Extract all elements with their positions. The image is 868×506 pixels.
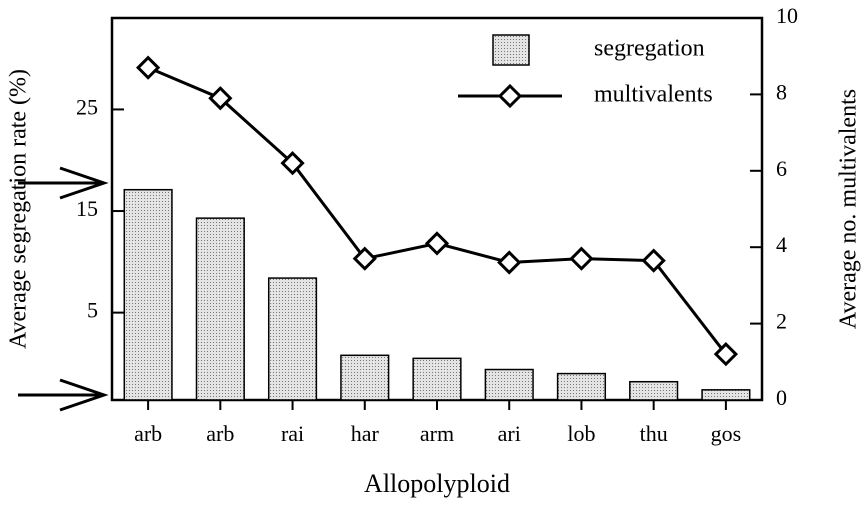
bar [484,368,534,401]
marker [497,250,522,275]
bar [556,372,607,401]
x-axis-label: Allopolyploid [364,469,510,498]
marker [569,246,594,271]
y-tick-label: 25 [76,94,98,119]
x-tick-label: arb [134,421,162,446]
marker [352,246,377,271]
legend-marker [497,83,523,109]
marker [280,151,305,176]
y2-tick-label: 8 [776,79,787,104]
y-axis-label: Average segregation rate (%) [6,69,32,349]
x-tick-label: gos [711,421,742,446]
marker [424,231,450,256]
y2-tick-label: 4 [776,232,787,257]
x-tick-label: har [351,421,380,446]
arrows [18,166,109,412]
y2-tick-label: 10 [776,3,798,28]
bar [123,188,173,401]
marker [208,86,233,111]
marker [641,248,666,273]
y-tick-label: 15 [76,196,98,221]
x-tick-label: arm [420,421,454,446]
legend-label: segregation [594,36,705,62]
x-tick-label: lob [567,421,595,446]
x-tick-label: ari [498,421,521,446]
legend-swatch [492,34,530,66]
bar [195,217,245,401]
x-tick-label: thu [640,421,668,446]
bar [701,389,751,401]
x-tick-label: rai [281,421,304,446]
y-tick-label: 5 [87,298,98,323]
y2-tick-label: 2 [776,309,787,334]
y2-axis-label: Average no. multivalents [836,89,862,329]
bar [412,357,462,401]
bar [267,277,318,401]
marker [135,55,161,80]
y2-tick-label: 0 [776,385,787,410]
y2-tick-label: 6 [776,156,787,181]
legend-label: multivalents [594,82,713,108]
x-tick-label: arb [206,421,234,446]
bar [340,354,390,401]
bar [629,380,679,401]
marker [713,342,739,367]
